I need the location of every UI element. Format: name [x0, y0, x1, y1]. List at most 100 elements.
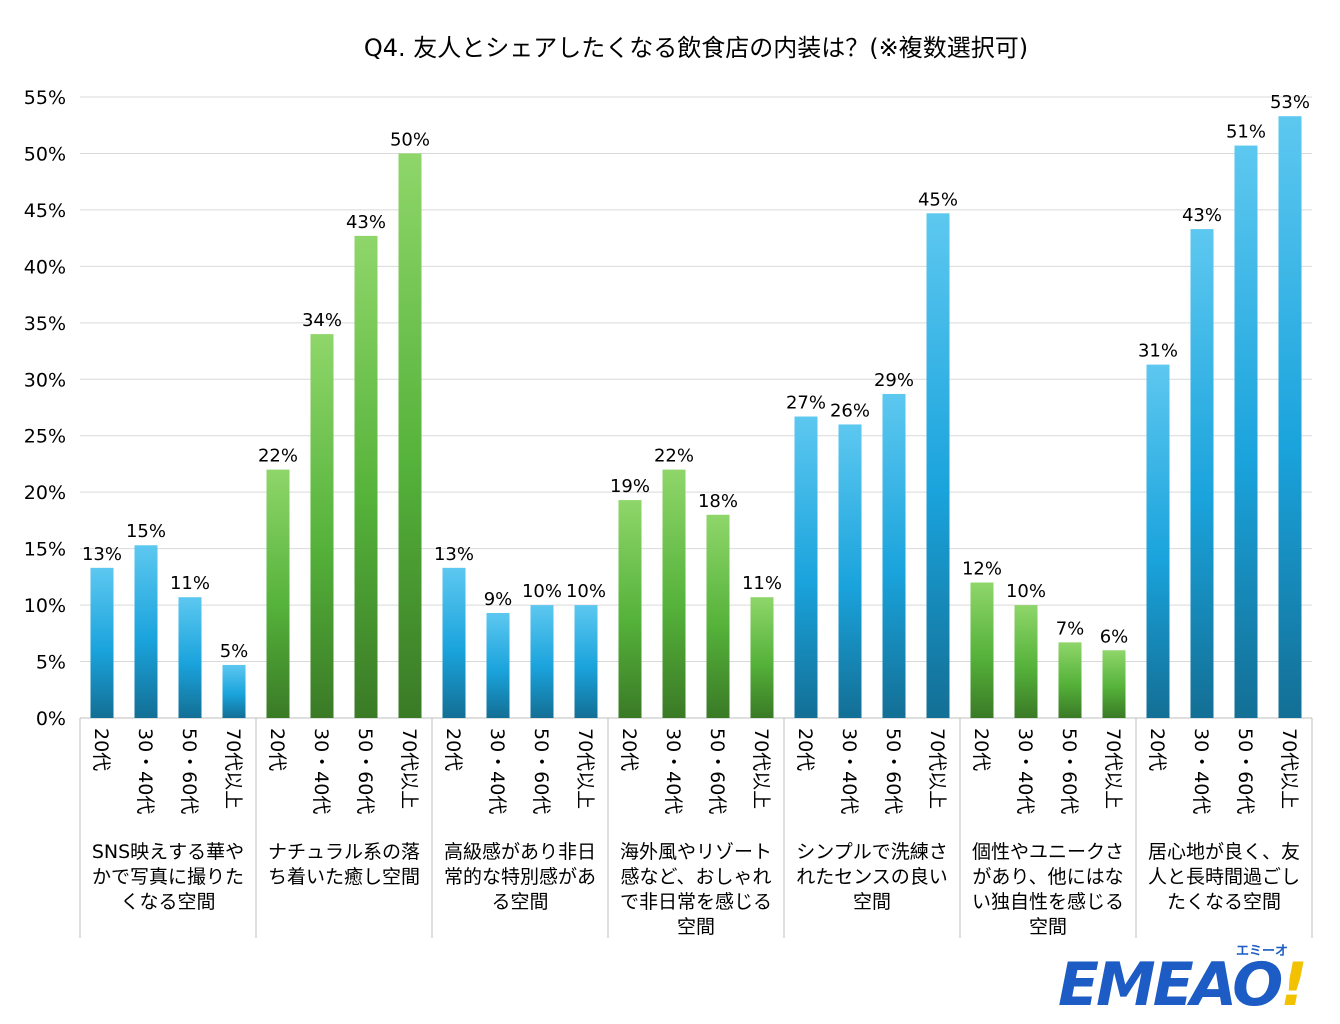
x-tick-label: 20代 [794, 728, 816, 771]
bar [90, 567, 114, 718]
group-label: くなる空間 [120, 891, 215, 913]
data-label: 43% [1182, 205, 1222, 226]
group-label: 個性やユニークさ [972, 841, 1124, 863]
chart-title: Q4. 友人とシェアしたくなる飲食店の内装は？(※複数選択可) [364, 34, 1028, 62]
x-tick-label: 70代以上 [398, 728, 420, 809]
group-label: 海外風やリゾート [620, 841, 772, 863]
data-label: 26% [830, 400, 870, 421]
bar [574, 605, 598, 718]
x-tick-label: 70代以上 [926, 728, 948, 809]
group-label: 空間 [677, 916, 715, 938]
bar [134, 545, 158, 718]
gridlines: 0% 5% 10% 15% 20% 25% 30% 35% 40% 45% 50% 55% [24, 87, 1312, 730]
group-label: る空間 [491, 891, 548, 913]
data-label: 11% [170, 573, 210, 594]
x-tick-label: 20代 [970, 728, 992, 771]
x-tick-label: 50・60代 [1058, 728, 1080, 814]
bar [1058, 642, 1082, 718]
x-tick-label: 30・40代 [1014, 728, 1036, 814]
bar [706, 514, 730, 718]
group-label: ち着いた癒し空間 [268, 866, 420, 888]
data-label: 18% [698, 491, 738, 512]
data-label: 43% [346, 212, 386, 233]
x-tick-label: 50・60代 [178, 728, 200, 814]
group-label: 高級感があり非日 [444, 841, 596, 863]
y-tick-label: 45% [24, 200, 66, 222]
group-label: 空間 [853, 891, 891, 913]
value-labels: 13%15%11%5%22%34%43%50%13%9% 10% 10%19%22%… [82, 92, 1310, 662]
data-label: 11% [742, 573, 782, 594]
x-tick-label: 50・60代 [530, 728, 552, 814]
data-label: 5% [220, 641, 249, 662]
data-label: 53% [1270, 92, 1310, 113]
x-tick-label: 70代以上 [750, 728, 772, 809]
data-label: 6% [1100, 626, 1129, 647]
group-label: 居心地が良く、友 [1148, 841, 1300, 863]
y-tick-label: 55% [24, 87, 66, 109]
bar [222, 664, 246, 718]
group-label: 感など、おしゃれ [620, 866, 771, 888]
data-label: 22% [258, 446, 298, 467]
group-label: があり、他にはな [972, 866, 1123, 888]
data-label: 19% [610, 476, 650, 497]
logo-text: EMEAO! [1058, 950, 1308, 1020]
data-label: 15% [126, 521, 166, 542]
y-tick-label: 10% [24, 595, 66, 617]
x-tick-label: 20代 [266, 728, 288, 771]
group-label: で非日常を感じる [620, 891, 772, 913]
bars [90, 116, 1302, 719]
bar [838, 424, 862, 718]
data-label: 7% [1056, 618, 1085, 639]
group-label: SNS映えする華や [92, 841, 244, 863]
data-label: 34% [302, 310, 342, 331]
group-label: 空間 [1029, 916, 1067, 938]
bar [1014, 605, 1038, 718]
data-label: 50% [390, 129, 430, 150]
bar [442, 567, 466, 718]
logo-bang: ! [1280, 950, 1307, 1020]
x-tick-label: 20代 [1146, 728, 1168, 771]
logo-kana: エミーオ [1236, 944, 1289, 959]
x-tick-label: 30・40代 [310, 728, 332, 814]
x-tick-label: 50・60代 [354, 728, 376, 814]
y-tick-label: 35% [24, 313, 66, 335]
group-label: たくなる空間 [1167, 891, 1281, 913]
data-label: 29% [874, 370, 914, 391]
data-label: 51% [1226, 122, 1266, 143]
x-tick-label: 70代以上 [222, 728, 244, 809]
x-tick-label: 70代以上 [574, 728, 596, 809]
bar [882, 393, 906, 718]
data-label: 31% [1138, 341, 1178, 362]
bar [662, 469, 686, 718]
group-label: シンプルで洗練さ [796, 841, 947, 863]
bar [1234, 145, 1258, 718]
x-tick-label: 30・40代 [838, 728, 860, 814]
y-tick-label: 15% [24, 539, 66, 561]
bar [1190, 229, 1214, 718]
bar [1102, 650, 1126, 718]
bar [486, 612, 510, 718]
bar [178, 597, 202, 718]
bar [398, 153, 422, 719]
group-label: 人と長時間過ごし [1148, 866, 1300, 888]
y-tick-label: 40% [24, 256, 66, 278]
data-label: 13% [82, 544, 122, 565]
bar [354, 235, 378, 719]
data-label: 10% [566, 581, 606, 602]
x-tick-label: 30・40代 [486, 728, 508, 814]
bar [970, 582, 994, 718]
bar [926, 213, 950, 718]
data-label: 12% [962, 559, 1002, 580]
x-tick-label: 70代以上 [1102, 728, 1124, 809]
y-tick-label: 20% [24, 482, 66, 504]
data-label: 10% [522, 581, 562, 602]
bar [794, 416, 818, 718]
y-tick-label: 25% [24, 426, 66, 448]
y-tick-label: 50% [24, 143, 66, 165]
group-label: ナチュラル系の落 [268, 841, 420, 863]
x-tick-label: 30・40代 [134, 728, 156, 814]
bar [530, 605, 554, 718]
bar [1278, 116, 1302, 719]
group-label: れたセンスの良い [796, 866, 948, 888]
